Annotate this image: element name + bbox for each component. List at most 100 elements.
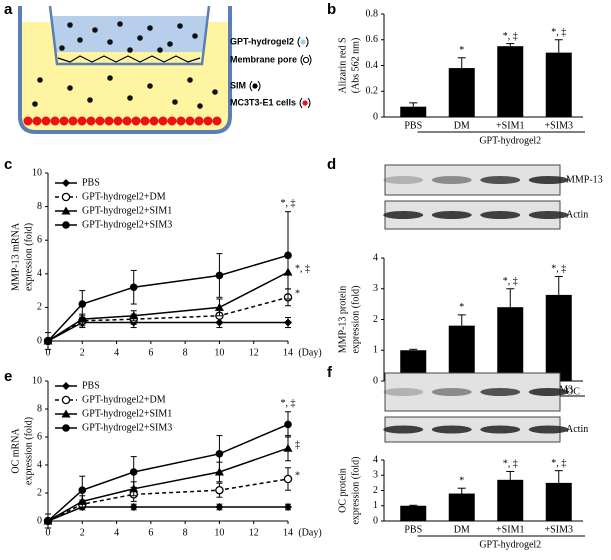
y-tick-label: 8 — [37, 403, 42, 414]
sim-dot — [127, 47, 133, 53]
point — [78, 486, 87, 495]
cell — [50, 116, 60, 126]
y-axis-title: expression (fold) — [23, 417, 34, 485]
bar — [545, 482, 572, 521]
cell — [113, 116, 123, 126]
legend-symbol — [300, 39, 306, 45]
point — [284, 318, 292, 327]
sim-dot — [117, 21, 123, 27]
y-tick-label: 3 — [373, 470, 378, 481]
x-tick-label: 2 — [80, 527, 85, 538]
blot-band — [431, 176, 472, 184]
y-tick-label: 1 — [373, 345, 378, 356]
annotation: *, ‡ — [281, 398, 296, 409]
blot-band — [480, 176, 521, 184]
point — [44, 517, 52, 525]
cell — [140, 116, 150, 126]
y-tick-label: 1 — [373, 500, 378, 511]
y-tick-label: 0.6 — [366, 34, 379, 45]
legend-label: PBS — [82, 177, 100, 188]
y-tick-label: 4 — [37, 268, 42, 279]
legend-marker — [62, 179, 70, 187]
x-tick-label: 0 — [46, 527, 51, 538]
x-axis-unit: (Day) — [298, 347, 321, 358]
blot-label: Actin — [566, 424, 588, 435]
sim-dot — [59, 45, 65, 51]
sim-dot — [92, 27, 98, 33]
y-axis-title: OC protein — [337, 468, 348, 513]
sim-dot — [197, 103, 203, 109]
paren — [308, 54, 312, 66]
blot-band — [528, 176, 569, 184]
y-tick-label: 4 — [37, 459, 42, 470]
cell — [203, 116, 213, 126]
y-axis-title: MMP-13 protein — [337, 286, 348, 354]
insert — [48, 5, 211, 66]
blot-band — [528, 425, 569, 434]
cell — [86, 116, 96, 126]
sim-dot — [167, 41, 173, 47]
y-tick-label: 3 — [373, 283, 378, 294]
y-tick-label: 4 — [373, 454, 378, 465]
blot-band — [431, 425, 472, 434]
bar — [400, 106, 427, 117]
x-tick-label: 2 — [80, 347, 85, 358]
annotation: * — [459, 302, 464, 313]
y-tick-label: 0 — [373, 111, 378, 122]
x-tick-label: 10 — [214, 347, 224, 358]
y-axis-title: MMP-13 mRNA — [10, 222, 21, 291]
bar — [545, 52, 572, 117]
group-label: GPT-hydrogel2 — [479, 135, 541, 146]
point — [129, 503, 138, 511]
annotation: *, ‡ — [503, 31, 518, 42]
cell — [176, 116, 186, 126]
panel-letter: e — [4, 368, 12, 385]
x-tick-label: +SIM1 — [496, 120, 524, 131]
panel-letter: c — [4, 156, 12, 173]
paren — [257, 80, 261, 92]
panel-letter: a — [4, 1, 13, 18]
blot-band — [383, 388, 424, 396]
x-tick-label: 4 — [114, 527, 119, 538]
x-tick-label: 14 — [283, 347, 293, 358]
sim-dot — [67, 85, 73, 91]
cell — [32, 116, 42, 126]
legend-label: GPT-hydrogel2+SIM1 — [82, 408, 172, 419]
legend-marker — [61, 395, 71, 405]
point — [214, 302, 224, 311]
sim-dot — [147, 83, 153, 89]
y-axis-title: expression (fold) — [23, 223, 34, 291]
point — [215, 271, 224, 280]
x-tick-label: 8 — [183, 347, 188, 358]
y-axis-title: (Abs 562 nm) — [350, 38, 361, 94]
cell — [212, 116, 222, 126]
well — [18, 6, 232, 134]
cell — [41, 116, 51, 126]
cell — [104, 116, 114, 126]
blot-band — [528, 211, 569, 219]
paren — [300, 54, 304, 66]
bar — [448, 325, 475, 381]
legend-marker — [61, 206, 71, 215]
series-line — [47, 478, 289, 522]
bar — [448, 68, 475, 117]
x-axis-unit: (Day) — [298, 527, 321, 538]
sim-dot — [107, 39, 113, 45]
point — [215, 485, 224, 495]
y-tick-label: 0.2 — [366, 86, 379, 97]
bar — [545, 294, 572, 381]
y-axis-title: expression (fold) — [350, 285, 361, 353]
point — [283, 474, 293, 484]
sim-dot — [172, 99, 178, 105]
legend-label: GPT-hydrogel2+DM — [82, 191, 166, 202]
legend-label: GPT-hydrogel2+SIM1 — [82, 205, 172, 216]
cell — [185, 116, 195, 126]
blot-band — [383, 425, 424, 434]
y-tick-label: 0 — [373, 515, 378, 526]
membrane — [57, 55, 201, 63]
blot-band — [528, 388, 569, 396]
diagram-legend-label: MC3T3-E1 cells — [230, 97, 296, 107]
legend-marker — [62, 221, 70, 229]
bar — [497, 46, 524, 117]
